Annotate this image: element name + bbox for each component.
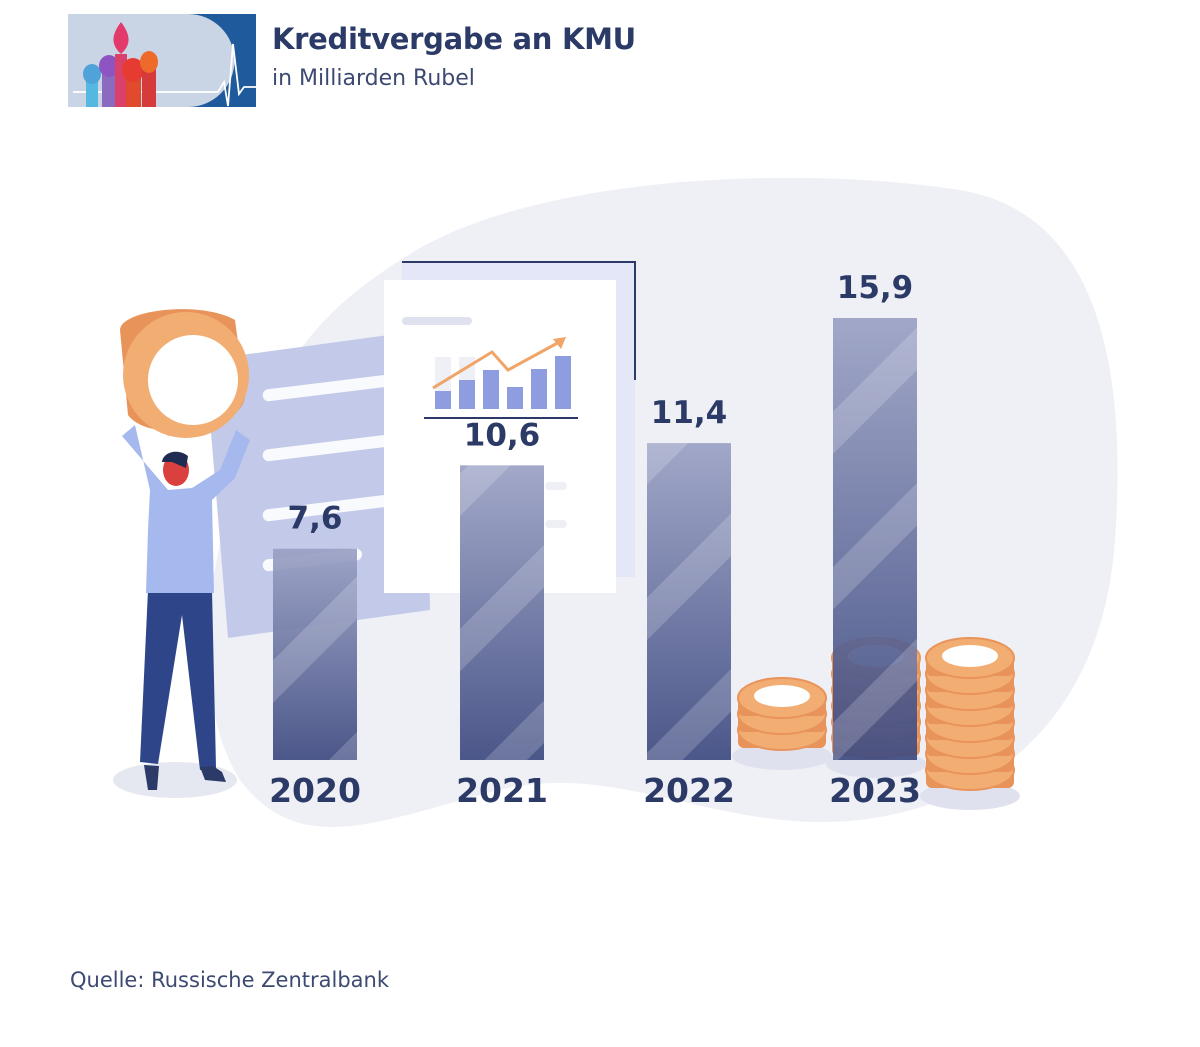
- category-label-2022: 2022: [643, 771, 735, 810]
- value-label-2023: 15,9: [837, 270, 914, 306]
- person-holding-coin-icon: [113, 309, 250, 798]
- category-label-2020: 2020: [269, 771, 361, 810]
- value-label-2020: 7,6: [288, 501, 343, 537]
- value-label-2022: 11,4: [651, 395, 728, 431]
- back-panel: [205, 330, 430, 638]
- kremlin-domes-heartbeat-logo: [68, 14, 256, 107]
- bars-group: 7,6 2020 10,6 2021 11,4 2022 15,9 2023: [269, 270, 921, 810]
- bar-stripes-2023: [833, 318, 917, 760]
- chart-title: Kreditvergabe an KMU: [272, 22, 636, 56]
- bar-stripes-2021: [460, 465, 544, 760]
- bar-stripes-2020: [273, 548, 357, 760]
- source-note: Quelle: Russische Zentralbank: [70, 968, 390, 992]
- bar-stripes-2022: [647, 443, 731, 760]
- category-label-2023: 2023: [829, 771, 921, 810]
- logo: [68, 14, 256, 107]
- value-label-2021: 10,6: [464, 417, 541, 453]
- category-label-2021: 2021: [456, 771, 548, 810]
- chart-subtitle: in Milliarden Rubel: [272, 66, 475, 91]
